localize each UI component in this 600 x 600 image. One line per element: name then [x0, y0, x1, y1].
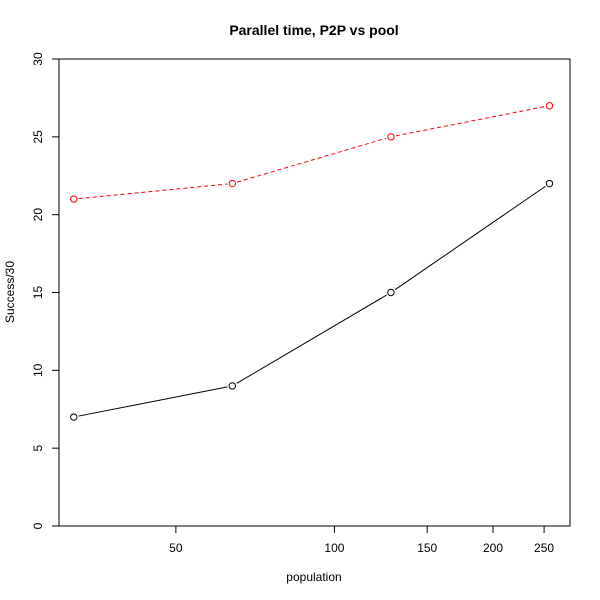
chart-title: Parallel time, P2P vs pool — [229, 22, 398, 38]
series-2-segment — [395, 106, 545, 137]
series-1-point — [545, 179, 554, 188]
series-2-point — [545, 102, 554, 110]
x-axis-label: population — [286, 570, 341, 584]
series-2-point — [70, 195, 78, 203]
series-2-point — [387, 133, 395, 141]
y-tick-label: 20 — [31, 208, 45, 222]
series-1-point — [70, 413, 78, 421]
y-tick-label: 25 — [31, 130, 45, 144]
x-tick-label: 50 — [169, 541, 183, 555]
plot-frame — [58, 58, 571, 527]
series-1-segment — [394, 185, 546, 291]
series-1-point — [387, 288, 395, 297]
y-tick-label: 0 — [31, 522, 45, 529]
series-layer — [70, 102, 554, 421]
y-tick-label: 10 — [31, 363, 45, 377]
y-tick-label: 15 — [31, 286, 45, 300]
y-axis-label: Success/30 — [3, 261, 17, 323]
x-tick-label: 250 — [534, 541, 554, 555]
series-1-point — [228, 382, 237, 390]
series-1-segment — [78, 386, 228, 417]
x-tick-label: 200 — [483, 541, 503, 555]
x-tick-label: 100 — [324, 541, 344, 555]
y-axis: 0 5 10 15 20 25 30 — [31, 52, 59, 529]
x-tick-label: 150 — [417, 541, 437, 555]
x-axis: 50 100 150 200 250 — [169, 526, 554, 555]
series-2-point — [228, 179, 237, 188]
series-1-segment — [236, 294, 387, 384]
series-2 — [70, 102, 554, 203]
y-tick-label: 30 — [31, 52, 45, 66]
series-2-segment — [236, 137, 387, 183]
y-tick-label: 5 — [31, 445, 45, 452]
series-2-segment — [78, 183, 228, 200]
series-1 — [70, 179, 554, 421]
